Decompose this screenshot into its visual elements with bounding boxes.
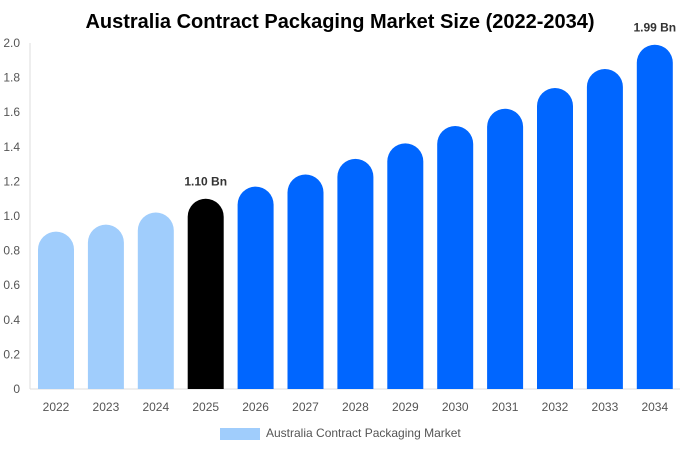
bar-2030 <box>437 126 474 390</box>
x-tick-label: 2033 <box>592 400 619 414</box>
y-tick-label: 0.6 <box>3 278 20 292</box>
legend-swatch <box>220 428 260 440</box>
data-label: 1.99 Bn <box>633 21 676 35</box>
bar-2027 <box>287 174 324 389</box>
bar-2024 <box>137 212 174 389</box>
x-tick-label: 2024 <box>142 400 169 414</box>
bar-2023 <box>87 224 124 389</box>
y-tick-label: 1.2 <box>3 174 20 188</box>
bar-2033 <box>586 68 623 389</box>
x-tick-label: 2034 <box>641 400 668 414</box>
y-tick-label: 1.6 <box>3 105 20 119</box>
x-tick-label: 2026 <box>242 400 269 414</box>
chart-title: Australia Contract Packaging Market Size… <box>85 11 594 33</box>
bar-2022 <box>38 231 74 389</box>
x-tick-label: 2025 <box>192 400 219 414</box>
y-tick-label: 0 <box>13 382 20 396</box>
bar-2034 <box>636 44 673 389</box>
y-tick-label: 0.8 <box>3 244 20 258</box>
y-tick-label: 1.4 <box>3 140 20 154</box>
bar-2029 <box>387 143 424 389</box>
x-tick-label: 2023 <box>93 400 120 414</box>
y-tick-label: 2.0 <box>3 36 20 50</box>
bar-2032 <box>537 87 573 389</box>
data-label: 1.10 Bn <box>184 175 227 189</box>
legend: Australia Contract Packaging Market <box>220 426 461 440</box>
x-tick-label: 2027 <box>292 400 319 414</box>
y-tick-label: 0.4 <box>3 313 20 327</box>
bar-2028 <box>337 158 374 389</box>
x-tick-label: 2028 <box>342 400 369 414</box>
x-tick-label: 2032 <box>542 400 569 414</box>
x-tick-label: 2029 <box>392 400 419 414</box>
x-tick-label: 2031 <box>492 400 519 414</box>
legend-label: Australia Contract Packaging Market <box>266 426 461 440</box>
bar-2026 <box>237 186 274 389</box>
x-tick-label: 2022 <box>43 400 70 414</box>
bar-2025 <box>187 198 224 389</box>
y-tick-label: 0.2 <box>3 347 20 361</box>
x-tick-label: 2030 <box>442 400 469 414</box>
bar-2031 <box>487 108 524 389</box>
y-tick-label: 1.0 <box>3 209 20 223</box>
y-tick-label: 1.8 <box>3 71 20 85</box>
